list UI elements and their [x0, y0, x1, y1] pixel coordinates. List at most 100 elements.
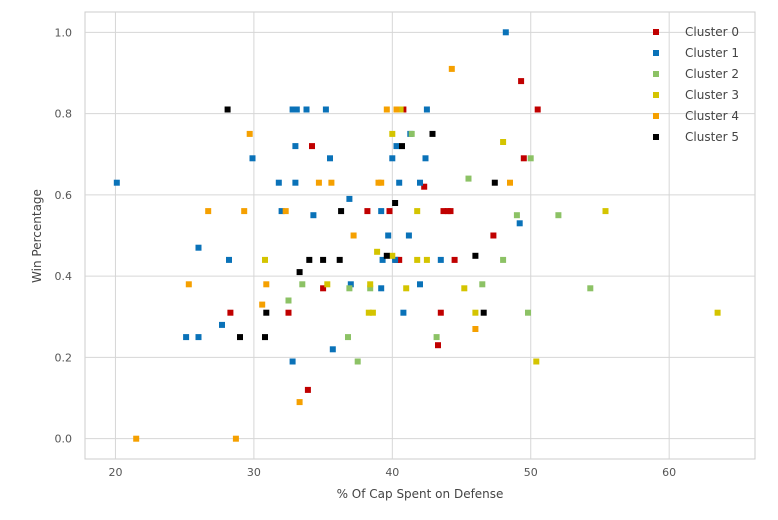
data-point-cluster-3	[389, 130, 396, 137]
data-point-cluster-2	[367, 285, 374, 292]
data-point-cluster-3	[403, 285, 410, 292]
data-point-cluster-5	[224, 106, 231, 113]
data-point-cluster-3	[367, 281, 374, 288]
x-tick-label: 50	[524, 466, 538, 479]
data-point-cluster-3	[397, 106, 404, 113]
x-tick-label: 40	[385, 466, 399, 479]
data-point-cluster-1	[423, 106, 430, 113]
grid-lines	[85, 12, 755, 459]
data-point-cluster-1	[113, 179, 120, 186]
data-point-cluster-0	[451, 256, 458, 263]
legend-marker	[653, 92, 659, 98]
data-point-cluster-4	[350, 232, 357, 239]
data-point-cluster-0	[518, 78, 525, 85]
legend-marker	[653, 50, 659, 56]
legend-marker	[653, 71, 659, 77]
data-point-cluster-0	[320, 285, 327, 292]
legend-label: Cluster 1	[685, 46, 739, 60]
y-tick-label: 0.8	[55, 108, 73, 121]
data-point-cluster-3	[324, 281, 331, 288]
data-point-cluster-1	[289, 358, 296, 365]
data-point-cluster-5	[491, 179, 498, 186]
data-point-cluster-5	[262, 334, 268, 341]
legend-label: Cluster 3	[685, 88, 739, 102]
data-point-cluster-2	[465, 175, 472, 182]
legend-marker	[653, 113, 659, 119]
data-point-cluster-0	[440, 208, 447, 215]
data-point-cluster-3	[374, 248, 381, 255]
data-point-cluster-0	[364, 208, 371, 215]
data-point-cluster-1	[293, 106, 300, 113]
data-point-cluster-4	[328, 179, 335, 186]
plot-area-background	[84, 11, 756, 460]
data-point-cluster-0	[520, 155, 527, 162]
data-point-cluster-1	[275, 179, 282, 186]
data-point-cluster-3	[500, 139, 507, 145]
data-point-cluster-1	[322, 106, 329, 113]
y-tick-label: 0.6	[55, 189, 73, 202]
data-point-cluster-0	[386, 208, 393, 215]
data-point-cluster-4	[378, 179, 385, 186]
data-point-cluster-2	[433, 334, 440, 341]
data-point-cluster-3	[714, 309, 721, 316]
data-point-cluster-1	[195, 244, 202, 251]
x-tick-label: 20	[108, 466, 122, 479]
data-point-cluster-5	[480, 309, 487, 316]
data-point-cluster-3	[414, 256, 421, 263]
data-point-cluster-3	[602, 208, 609, 215]
data-point-cluster-1	[400, 309, 407, 316]
data-point-cluster-4	[393, 106, 400, 113]
data-point-cluster-1	[346, 195, 353, 202]
data-point-cluster-2	[285, 297, 292, 304]
data-point-cluster-1	[289, 106, 296, 113]
data-point-cluster-3	[262, 256, 268, 263]
data-point-cluster-0	[304, 386, 311, 393]
data-point-cluster-2	[527, 155, 534, 162]
data-point-cluster-1	[378, 285, 385, 292]
data-point-cluster-3	[461, 285, 468, 292]
data-point-cluster-2	[513, 212, 520, 219]
data-point-cluster-4	[241, 208, 248, 215]
data-point-cluster-1	[422, 155, 429, 162]
data-point-cluster-1	[378, 208, 385, 215]
data-point-cluster-1	[327, 155, 333, 162]
data-point-cluster-0	[285, 309, 292, 316]
data-point-cluster-0	[437, 309, 444, 316]
data-point-cluster-1	[303, 106, 310, 113]
data-point-cluster-4	[472, 326, 479, 332]
y-tick-label: 0.0	[55, 433, 73, 446]
data-point-cluster-5	[336, 256, 343, 263]
data-point-cluster-1	[417, 179, 423, 186]
data-point-cluster-5	[392, 200, 399, 206]
data-point-cluster-2	[345, 334, 351, 341]
data-point-cluster-4	[259, 301, 266, 308]
data-point-cluster-0	[227, 309, 234, 316]
data-point-cluster-0	[490, 232, 497, 239]
legend-label: Cluster 4	[685, 109, 739, 123]
data-point-cluster-3	[389, 252, 396, 259]
data-point-cluster-0	[421, 183, 428, 190]
data-point-cluster-1	[329, 346, 336, 353]
data-point-cluster-1	[396, 179, 403, 186]
data-point-cluster-2	[479, 281, 486, 288]
data-point-cluster-4	[232, 435, 239, 442]
legend: Cluster 0 Cluster 1 Cluster 2 Cluster 3 Clus…	[653, 25, 739, 144]
data-point-cluster-4	[205, 208, 212, 215]
data-point-cluster-0	[447, 208, 454, 215]
legend-marker	[653, 134, 659, 140]
data-point-cluster-1	[437, 256, 444, 263]
data-point-cluster-0	[435, 342, 441, 349]
data-point-cluster-3	[369, 309, 376, 316]
data-point-cluster-5	[399, 143, 405, 150]
data-point-cluster-2	[525, 309, 531, 316]
data-point-cluster-2	[500, 256, 507, 263]
data-point-cluster-3	[533, 358, 540, 365]
legend-marker	[653, 29, 659, 35]
data-point-cluster-5	[320, 256, 327, 263]
data-point-cluster-5	[306, 256, 313, 263]
data-point-cluster-1	[405, 232, 412, 239]
data-point-cluster-5	[338, 208, 345, 215]
data-point-cluster-3	[414, 208, 421, 215]
data-point-cluster-5	[383, 252, 390, 259]
